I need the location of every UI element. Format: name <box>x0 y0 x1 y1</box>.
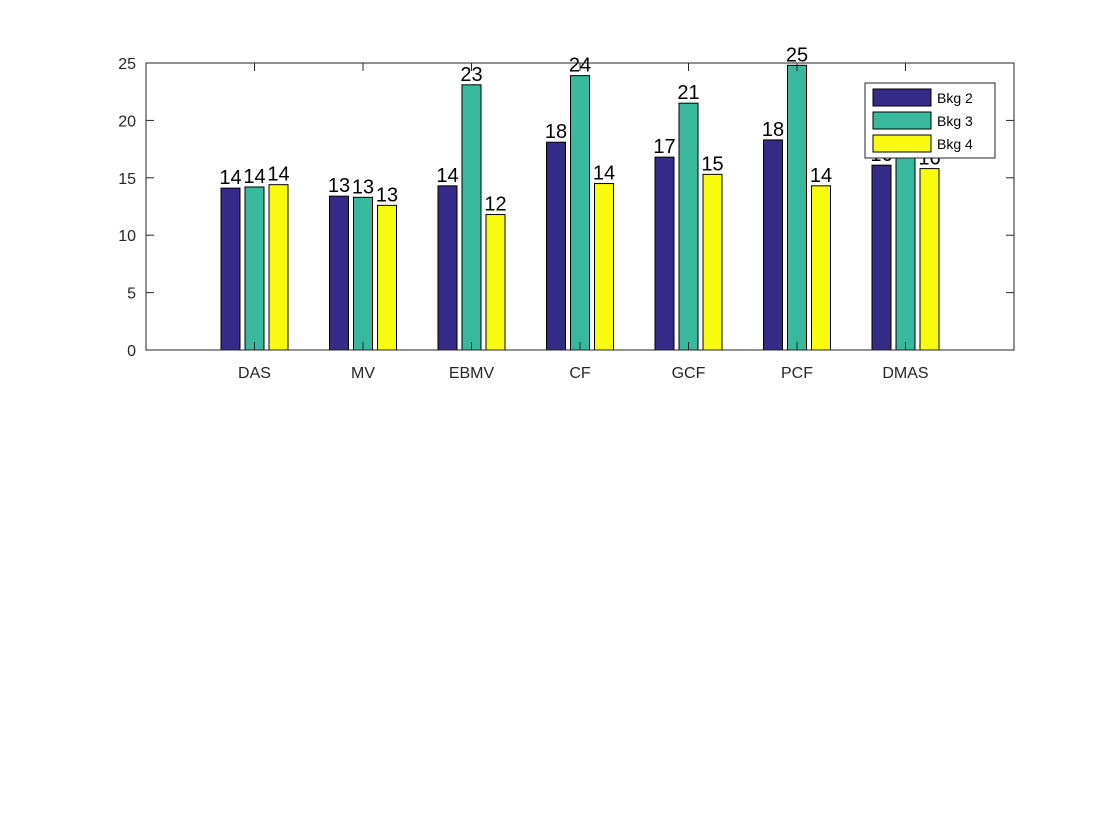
data-label: 14 <box>436 165 458 187</box>
bar-bkg-2-cf <box>546 141 566 351</box>
bar-bkg-2-pcf <box>763 139 783 351</box>
y-tick-label: 20 <box>118 113 136 130</box>
legend-label: Bkg 3 <box>937 113 973 129</box>
legend-label: Bkg 4 <box>937 136 973 152</box>
legend: Bkg 2 Bkg 3 Bkg 4 <box>864 82 996 159</box>
data-label: 14 <box>219 167 241 189</box>
data-label: 14 <box>267 164 289 186</box>
data-label: 12 <box>484 194 506 216</box>
bar-bkg-3-cf <box>570 75 590 351</box>
x-tick-label: PCF <box>781 365 813 382</box>
data-label: 17 <box>653 136 675 158</box>
y-axis: 0 5 10 15 20 25 <box>118 56 1014 360</box>
bar-bkg-3-das <box>244 186 265 351</box>
data-label: 21 <box>677 82 699 104</box>
bars-group <box>220 64 940 351</box>
x-tick-label: MV <box>351 365 375 382</box>
bar-bkg-4-gcf <box>702 173 723 351</box>
x-axis: DAS MV EBMV CF GCF PCF DMAS <box>238 63 929 382</box>
bar-bkg-3-pcf <box>787 64 807 351</box>
x-tick-label: CF <box>569 365 591 382</box>
bar-bkg-2-dmas <box>871 164 892 351</box>
bar-bkg-4-ebmv <box>485 214 506 351</box>
data-label: 23 <box>460 64 482 86</box>
y-tick-label: 5 <box>127 286 136 303</box>
bar-bkg-4-pcf <box>811 185 831 351</box>
data-label: 14 <box>593 163 615 185</box>
data-label: 25 <box>786 44 808 66</box>
data-label: 14 <box>243 166 265 188</box>
data-label: 14 <box>810 165 832 187</box>
data-label: 18 <box>545 121 567 143</box>
legend-swatch <box>872 88 932 107</box>
x-tick-label: DMAS <box>882 365 928 382</box>
bar-bkg-2-gcf <box>654 156 675 351</box>
bar-bkg-2-das <box>220 187 241 351</box>
legend-swatch <box>872 111 932 130</box>
bar-bkg-3-mv <box>353 196 373 351</box>
data-label: 13 <box>352 176 374 198</box>
data-label: 15 <box>701 153 723 175</box>
bar-bkg-2-ebmv <box>437 185 458 351</box>
x-tick-label: DAS <box>238 365 271 382</box>
bar-bkg-3-ebmv <box>461 84 482 351</box>
bar-bkg-3-gcf <box>678 102 699 351</box>
bar-bkg-4-dmas <box>919 168 940 351</box>
bar-bkg-4-mv <box>377 204 397 351</box>
y-tick-label: 0 <box>127 343 136 360</box>
x-tick-label: EBMV <box>449 365 495 382</box>
bar-bkg-3-dmas <box>895 154 916 351</box>
legend-swatch <box>872 134 932 153</box>
bar-bkg-4-das <box>268 184 289 351</box>
data-label: 18 <box>762 119 784 141</box>
x-tick-label: GCF <box>672 365 706 382</box>
legend-label: Bkg 2 <box>937 90 973 106</box>
y-tick-label: 25 <box>118 56 136 73</box>
bar-bkg-2-mv <box>329 195 349 351</box>
data-label: 13 <box>328 175 350 197</box>
bar-bkg-4-cf <box>594 183 614 351</box>
y-tick-label: 10 <box>118 228 136 245</box>
y-tick-label: 15 <box>118 171 136 188</box>
data-label: 13 <box>376 184 398 206</box>
